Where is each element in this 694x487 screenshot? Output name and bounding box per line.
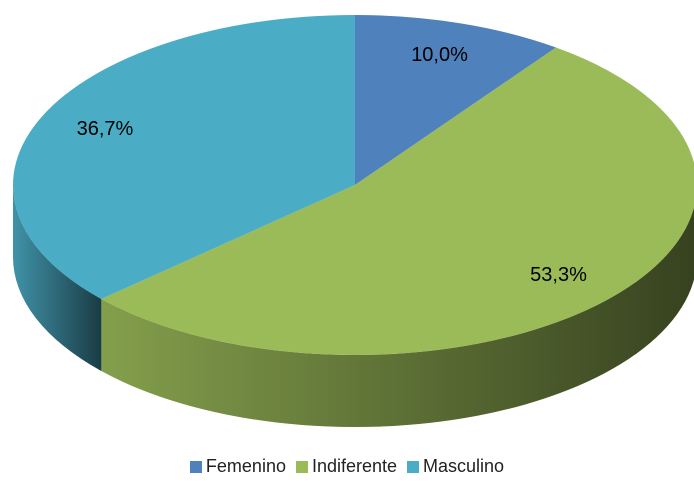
legend-label: Indiferente	[311, 456, 398, 476]
legend-label: Femenino	[205, 456, 286, 476]
legend-item: Indiferente	[295, 456, 398, 477]
legend-item: Masculino	[407, 456, 504, 477]
data-label: 53,3%	[530, 264, 587, 286]
legend-swatch	[189, 460, 202, 473]
legend-item: Femenino	[189, 456, 286, 477]
slice	[101, 47, 694, 355]
slice	[355, 15, 557, 185]
data-label: 36,7%	[77, 118, 134, 140]
chart: 10,0% 53,3% 36,7%	[12, 15, 694, 427]
side-shade	[13, 185, 102, 372]
legend-swatch	[295, 460, 308, 473]
side-shade	[101, 207, 694, 427]
legend-swatch	[407, 460, 420, 473]
data-label: 10,0%	[411, 44, 468, 66]
slice	[12, 15, 355, 300]
legend-label: Masculino	[423, 456, 505, 476]
legend: Femenino Indiferente Masculino	[0, 456, 694, 477]
